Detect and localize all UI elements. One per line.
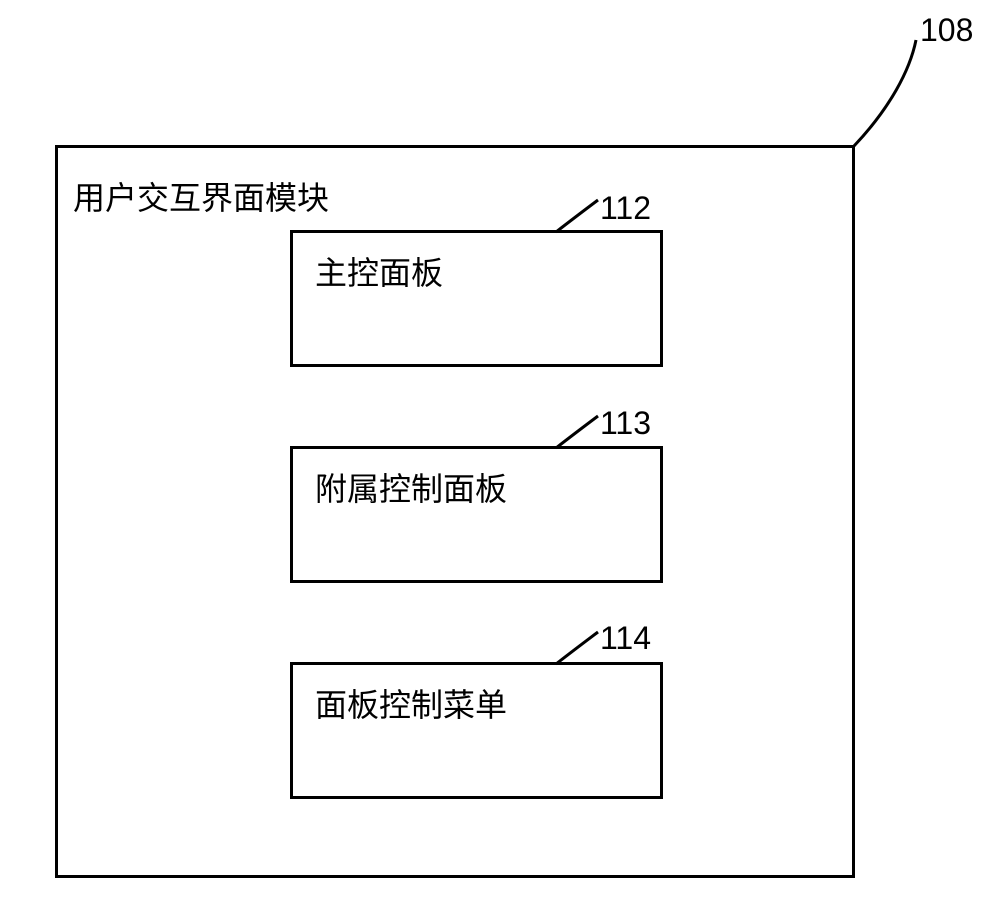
diagram-canvas: 用户交互界面模块 108 主控面板 112 附属控制面板 113 面板控制菜单 … xyxy=(0,0,1000,898)
outer-module-title: 用户交互界面模块 xyxy=(73,173,329,219)
inner-label-menu-panel: 面板控制菜单 xyxy=(315,680,507,796)
ref-label-112: 112 xyxy=(600,190,651,227)
ref-label-114: 114 xyxy=(600,620,651,657)
inner-box-menu-panel: 面板控制菜单 xyxy=(290,662,663,799)
inner-label-main-panel: 主控面板 xyxy=(315,248,443,364)
inner-label-sub-panel: 附属控制面板 xyxy=(315,464,507,580)
ref-label-113: 113 xyxy=(600,405,651,442)
inner-box-main-panel: 主控面板 xyxy=(290,230,663,367)
inner-box-sub-panel: 附属控制面板 xyxy=(290,446,663,583)
outer-ref-label: 108 xyxy=(920,12,973,49)
